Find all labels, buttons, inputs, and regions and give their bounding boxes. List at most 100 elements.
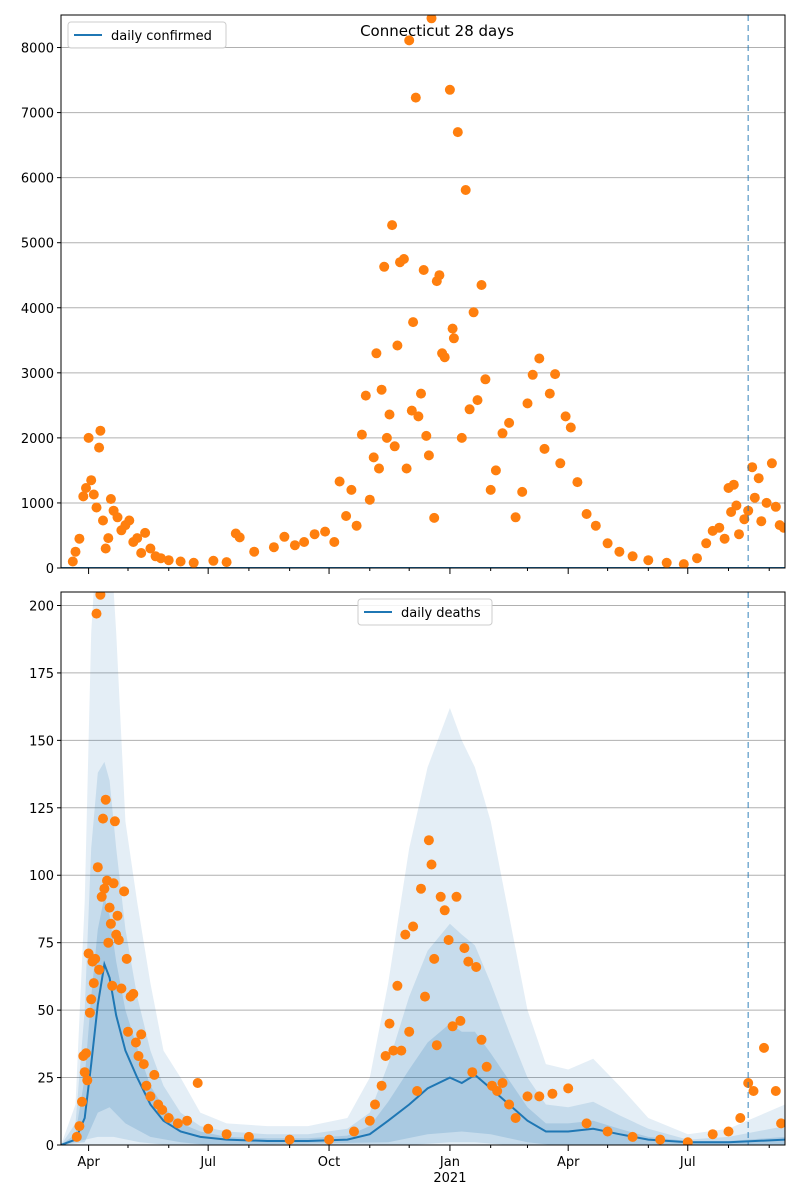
data-point xyxy=(192,1078,203,1088)
y-tick-label: 0 xyxy=(46,562,54,577)
data-point xyxy=(404,1026,415,1037)
chart-title: Connecticut 28 days xyxy=(360,22,514,40)
data-point xyxy=(100,543,111,554)
data-point xyxy=(581,509,592,519)
y-tick-label: 125 xyxy=(29,802,54,817)
data-point xyxy=(439,352,450,363)
data-point xyxy=(416,388,426,399)
x-tick-label: Jul xyxy=(199,1155,216,1170)
data-point xyxy=(581,1118,592,1129)
y-tick-label: 4000 xyxy=(21,302,54,317)
data-point xyxy=(472,395,483,406)
data-point xyxy=(155,553,166,564)
data-point xyxy=(70,546,81,557)
data-point xyxy=(778,522,785,533)
data-point xyxy=(121,953,132,964)
data-point xyxy=(309,529,320,540)
data-point xyxy=(374,463,384,474)
data-point xyxy=(175,556,186,567)
data-point xyxy=(112,910,123,921)
data-point xyxy=(753,473,764,484)
data-point xyxy=(463,956,474,967)
data-point xyxy=(563,1083,574,1094)
data-point xyxy=(208,555,219,566)
data-point xyxy=(443,935,454,945)
data-point xyxy=(510,512,521,523)
data-point xyxy=(124,515,135,526)
data-point xyxy=(544,388,555,399)
data-point xyxy=(136,548,147,558)
data-point xyxy=(747,462,758,473)
data-point xyxy=(534,353,545,364)
data-point xyxy=(381,432,392,443)
data-point xyxy=(392,340,403,351)
data-point xyxy=(476,1034,487,1045)
data-point xyxy=(426,859,437,870)
data-point xyxy=(384,409,395,420)
data-point xyxy=(756,516,767,527)
data-point xyxy=(145,1091,156,1102)
data-point xyxy=(364,1115,375,1126)
data-point xyxy=(360,390,371,401)
data-point xyxy=(418,265,429,275)
data-point xyxy=(136,1029,147,1040)
data-point xyxy=(429,512,440,523)
data-point xyxy=(655,1134,666,1145)
y-tick-label: 2000 xyxy=(21,432,54,447)
data-point xyxy=(485,484,496,495)
data-point xyxy=(707,1129,718,1140)
data-point xyxy=(550,369,561,380)
data-point xyxy=(83,948,94,959)
data-point xyxy=(371,348,382,359)
data-point xyxy=(723,1126,734,1137)
y-tick-label: 1000 xyxy=(21,497,54,512)
data-point xyxy=(74,533,85,544)
data-point xyxy=(404,35,415,46)
data-point xyxy=(289,540,300,551)
legend-label: daily deaths xyxy=(401,606,481,621)
data-point xyxy=(78,491,89,502)
y-tick-label: 25 xyxy=(37,1072,54,1087)
data-point xyxy=(398,254,409,264)
data-point xyxy=(221,1129,232,1140)
data-point xyxy=(444,84,455,95)
data-point xyxy=(299,537,310,547)
data-point xyxy=(268,542,279,553)
data-point xyxy=(572,477,583,488)
data-point xyxy=(163,1113,174,1123)
data-point xyxy=(735,1113,746,1123)
data-point xyxy=(749,492,760,503)
data-point xyxy=(455,1015,466,1026)
data-point xyxy=(464,404,475,415)
data-point xyxy=(481,1061,492,1072)
data-point xyxy=(74,1121,85,1132)
data-point xyxy=(203,1123,214,1134)
data-point xyxy=(163,555,174,566)
data-point xyxy=(678,559,689,568)
data-point xyxy=(104,902,115,913)
data-point xyxy=(471,962,482,972)
data-point xyxy=(728,479,739,490)
data-point xyxy=(748,1086,759,1096)
data-point xyxy=(324,1134,335,1145)
data-point xyxy=(423,835,434,846)
data-point xyxy=(429,953,440,964)
data-point xyxy=(341,511,352,521)
data-point xyxy=(416,883,426,894)
data-point xyxy=(88,978,99,989)
data-point xyxy=(490,465,501,476)
data-point xyxy=(182,1115,193,1126)
data-point xyxy=(84,1007,95,1018)
data-point xyxy=(661,557,672,568)
data-point xyxy=(492,1086,503,1096)
data-point xyxy=(431,1040,442,1051)
data-point xyxy=(100,794,111,805)
data-point xyxy=(590,520,601,531)
data-point xyxy=(95,592,106,600)
data-point xyxy=(388,1045,399,1056)
data-point xyxy=(368,452,379,463)
data-point xyxy=(130,1037,141,1048)
data-point xyxy=(643,555,654,566)
x-tick-label: Apr xyxy=(77,1155,100,1170)
